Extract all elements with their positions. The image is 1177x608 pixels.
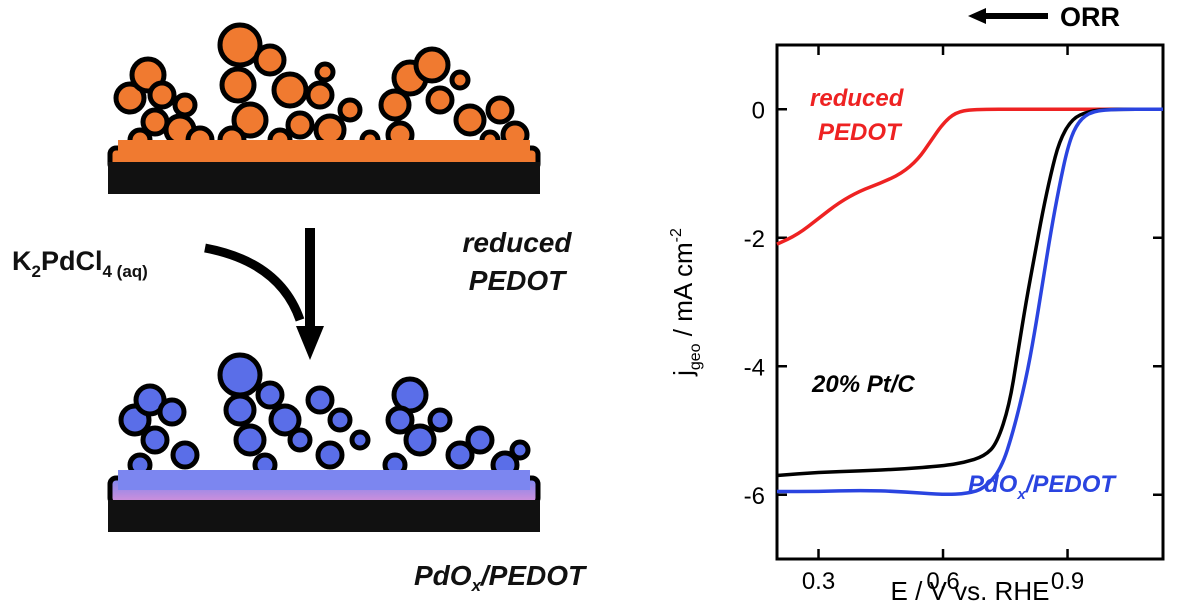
down-arrow-head (296, 326, 324, 360)
orr-label: ORR (1060, 2, 1120, 32)
orr-arrow: ORR (968, 2, 1120, 32)
legend-pdox: PdOx/PEDOT (968, 471, 1117, 503)
y-tick-label: -2 (744, 226, 765, 253)
y-axis: 0 -2 -4 -6 (744, 97, 1163, 510)
substrate-top (108, 162, 540, 194)
y-axis-label: jgeo / mA cm-2 (668, 228, 704, 377)
y-tick-label: -4 (744, 354, 765, 381)
series-line-1 (776, 107, 1163, 478)
x-tick-label: 0.3 (802, 568, 835, 595)
legend-ptc: 20% Pt/C (811, 371, 915, 398)
schematic-svg (107, 22, 541, 532)
series-line-0 (776, 107, 1163, 246)
pdox-pedot-label: PdOx/PEDOT (414, 560, 586, 595)
series-line-2 (777, 107, 1163, 497)
x-tick-label: 0.6 (926, 568, 959, 595)
substrate-bottom (108, 500, 540, 532)
x-tick-label: 0.9 (1051, 568, 1084, 595)
x-axis: 0.3 0.6 0.9 (802, 45, 1084, 595)
reagent-arrow (204, 243, 305, 322)
y-tick-label: 0 (752, 97, 765, 124)
y-tick-label: -6 (744, 483, 765, 510)
plot-frame (775, 43, 1165, 561)
legend-reduced-line1: reduced (810, 85, 905, 112)
orr-chart: ORR 0.3 0.6 0.9 0 -2 -4 -6 E / V vs. RHE jgeo… (668, 2, 1165, 606)
legend-reduced-line2: PEDOT (818, 119, 903, 146)
series-lines (776, 107, 1163, 497)
reagent-label: K2PdCl4 (aq) (12, 246, 148, 281)
x-axis-label: E / V vs. RHE (891, 576, 1050, 606)
reduced-pedot-label: reduced PEDOT (462, 227, 572, 296)
